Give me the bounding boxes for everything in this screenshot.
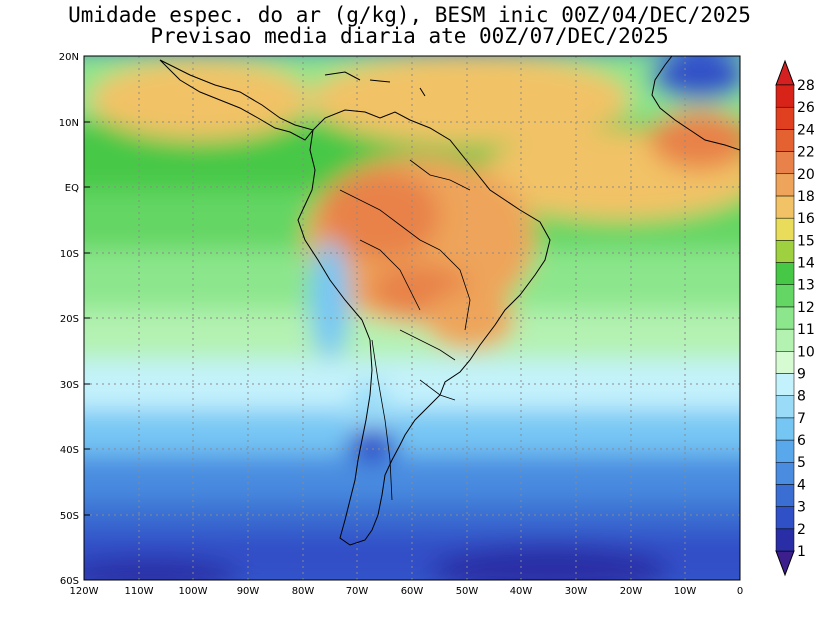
lat-label: 20S	[60, 314, 79, 325]
colorbar-label: 14	[797, 256, 815, 272]
longitude-labels: 120W 110W 100W 90W 80W 70W 60W 50W 40W 3…	[70, 586, 744, 597]
colorbar-segment	[775, 461, 795, 485]
colorbar-segment	[775, 262, 795, 285]
lat-label: 40S	[60, 445, 79, 456]
colorbar-segment	[775, 417, 795, 441]
colorbar-segment	[775, 84, 795, 108]
colorbar-segment	[775, 306, 795, 330]
coastlines	[159, 56, 740, 546]
country-borders	[339, 159, 471, 501]
colorbar-segment	[775, 195, 795, 219]
lon-label: 10W	[674, 586, 697, 597]
lon-label: 120W	[70, 586, 99, 597]
south-america-coast	[297, 109, 551, 546]
lat-label: 50S	[60, 511, 79, 522]
lat-label: EQ	[65, 183, 79, 194]
map-title-line2: Previsao media diaria ate 00Z/07/DEC/202…	[150, 24, 669, 48]
lon-label: 0	[737, 586, 743, 597]
lon-label: 90W	[237, 586, 260, 597]
lon-label: 110W	[125, 586, 154, 597]
colorbar-label: 15	[797, 233, 815, 249]
africa-coast	[651, 56, 740, 151]
map-title-line1: Umidade espec. do ar (g/kg), BESM inic 0…	[68, 3, 751, 27]
colorbar-segment	[775, 217, 795, 241]
lon-label: 60W	[401, 586, 424, 597]
map-gridlines	[84, 56, 740, 580]
colorbar-label: 3	[797, 500, 806, 516]
colorbar-label: 11	[797, 322, 815, 338]
colorbar-label: 10	[797, 344, 815, 360]
colorbar-segment	[775, 351, 795, 374]
colorbar-label: 18	[797, 189, 815, 205]
colorbar-label: 9	[797, 366, 806, 382]
central-america-coast	[159, 59, 314, 141]
lat-label: 10S	[60, 249, 79, 260]
colorbar-label: 13	[797, 278, 815, 294]
colorbar-label: 28	[797, 78, 815, 94]
colorbar-segment	[775, 240, 795, 263]
colorbar-segment	[775, 284, 795, 308]
colorbar-label: 6	[797, 433, 806, 449]
caribbean-islands	[324, 71, 426, 97]
colorbar-segment	[775, 484, 795, 507]
colorbar-segment	[775, 373, 795, 396]
colorbar-max-arrow	[775, 59, 795, 86]
colorbar-label: 4	[797, 477, 806, 493]
lon-label: 20W	[620, 586, 643, 597]
colorbar-label: 26	[797, 100, 815, 116]
colorbar-label: 7	[797, 411, 806, 427]
lat-label: 20N	[59, 52, 79, 63]
colorbar-segment	[775, 439, 795, 463]
colorbar-segment	[775, 151, 795, 175]
colorbar-label: 12	[797, 300, 815, 316]
colorbar-segment	[775, 173, 795, 197]
lon-label: 50W	[456, 586, 479, 597]
lon-label: 100W	[179, 586, 208, 597]
colorbar-label: 22	[797, 145, 815, 161]
lon-label: 40W	[510, 586, 533, 597]
colorbar-label: 5	[797, 455, 806, 471]
latitude-labels: 20N 10N EQ 10S 20S 30S 40S 50S 60S	[59, 52, 79, 587]
colorbar-label: 2	[797, 522, 806, 538]
lon-label: 30W	[565, 586, 588, 597]
colorbar-segment	[775, 395, 795, 419]
colorbar-segment	[775, 106, 795, 130]
colorbar-min-arrow	[775, 550, 795, 577]
lat-label: 60S	[60, 576, 79, 587]
colorbar-segment	[775, 129, 795, 152]
colorbar-label: 1	[797, 544, 806, 560]
colorbar-label: 24	[797, 122, 815, 138]
colorbar-label: 8	[797, 389, 806, 405]
colorbar-label: 20	[797, 167, 815, 183]
colorbar-label: 16	[797, 211, 815, 227]
colorbar-segment	[775, 528, 795, 552]
lon-label: 70W	[346, 586, 369, 597]
lat-label: 10N	[59, 118, 79, 129]
humidity-field	[84, 56, 740, 580]
lon-label: 80W	[292, 586, 315, 597]
axis-ticks	[84, 55, 90, 581]
colorbar-segment	[775, 328, 795, 352]
lat-label: 30S	[60, 380, 79, 391]
colorbar-segment	[775, 506, 795, 530]
